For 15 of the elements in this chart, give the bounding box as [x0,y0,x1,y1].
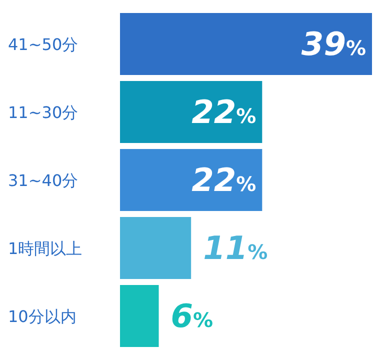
data-label: 22% [192,93,256,131]
data-label: 22% [192,161,256,199]
bar [120,13,372,75]
y-tick-label: 41~50分 [8,35,78,54]
data-label: 39% [301,25,366,63]
bar [120,81,262,143]
bar [120,149,262,211]
y-tick-label: 10分以内 [8,307,76,326]
bar [120,217,192,279]
data-label: 11% [203,229,268,267]
y-tick-label: 11~30分 [8,103,78,122]
bar [120,285,159,347]
y-tick-label: 31~40分 [8,171,78,190]
data-label: 6% [170,297,214,335]
y-tick-label: 1時間以上 [8,239,82,258]
